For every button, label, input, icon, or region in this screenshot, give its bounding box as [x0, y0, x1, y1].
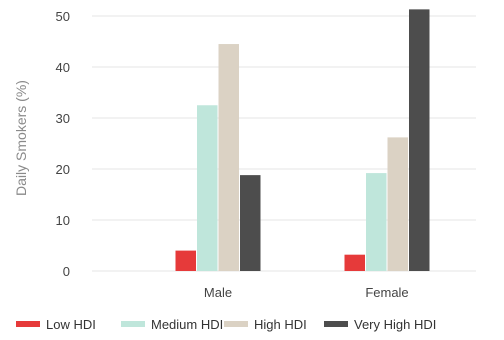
legend-swatch — [16, 321, 40, 327]
legend-swatch — [121, 321, 145, 327]
bar-high-hdi-male — [218, 44, 239, 271]
bar-medium-hdi-female — [366, 173, 387, 271]
bar-high-hdi-female — [387, 137, 408, 271]
y-tick-label: 40 — [56, 60, 70, 75]
bars — [175, 9, 430, 272]
y-tick-label: 10 — [56, 213, 70, 228]
legend-swatch — [324, 321, 348, 327]
x-tick-label: Male — [204, 285, 232, 300]
legend: Low HDI Medium HDI High HDI Very High HDI — [16, 317, 436, 332]
legend-label: Very High HDI — [354, 317, 436, 332]
y-axis-ticks: 0 10 20 30 40 50 — [56, 9, 70, 279]
x-tick-label: Female — [365, 285, 408, 300]
y-tick-label: 20 — [56, 162, 70, 177]
legend-swatch — [224, 321, 248, 327]
y-tick-label: 30 — [56, 111, 70, 126]
bar-medium-hdi-male — [197, 105, 218, 271]
legend-label: High HDI — [254, 317, 307, 332]
y-tick-label: 0 — [63, 264, 70, 279]
x-axis-ticks: Male Female — [204, 285, 409, 300]
bar-low-hdi-male — [175, 250, 196, 271]
bar-very-high-hdi-male — [240, 175, 261, 271]
y-axis-label: Daily Smokers (%) — [13, 80, 29, 196]
bar-very-high-hdi-female — [409, 9, 430, 272]
legend-label: Low HDI — [46, 317, 96, 332]
legend-label: Medium HDI — [151, 317, 223, 332]
bar-low-hdi-female — [344, 254, 365, 271]
y-tick-label: 50 — [56, 9, 70, 24]
